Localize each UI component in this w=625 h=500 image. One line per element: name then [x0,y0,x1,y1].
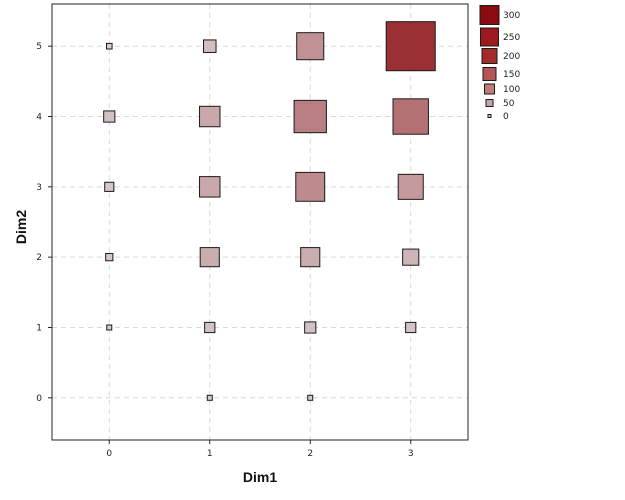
data-square [402,248,420,266]
data-square [106,324,113,331]
data-square [397,173,424,200]
data-square [385,21,436,72]
x-axis-title: Dim1 [243,469,277,485]
data-square [296,32,325,61]
legend-swatch [480,27,499,47]
x-tick-label: 3 [408,449,414,459]
x-tick-label: 0 [106,449,112,459]
data-square [405,321,417,334]
y-axis-ticks: 0 1 2 3 4 5 [36,42,52,404]
legend-label: 0 [503,112,509,122]
data-square [105,253,114,262]
y-tick-label: 2 [36,253,42,263]
y-tick-label: 5 [36,42,42,52]
legend-swatch [482,67,497,81]
y-axis-title: Dim2 [13,210,29,244]
x-axis-ticks: 0 1 2 3 [106,440,414,459]
y-tick-label: 1 [36,323,42,333]
y-tick-label: 0 [36,394,42,404]
legend-label: 250 [503,33,520,43]
legend-swatch [485,99,494,107]
y-tick-label: 3 [36,183,42,193]
data-square [307,394,314,401]
legend-label: 150 [503,70,520,80]
data-square [392,98,429,135]
data-square [202,39,217,53]
legend: 300 250 200 150 100 50 0 [479,5,520,122]
data-square [300,247,321,268]
x-tick-label: 2 [307,449,313,459]
data-square [204,321,216,334]
legend-label: 50 [503,99,515,109]
plot-area-frame [51,3,469,441]
data-square [304,321,317,334]
legend-label: 200 [503,52,520,62]
data-square [199,176,221,198]
data-squares [103,21,436,401]
data-square [206,394,213,401]
legend-swatch [481,48,498,64]
data-square [105,42,113,50]
legend-swatch [484,83,495,95]
x-tick-label: 1 [207,449,213,459]
legend-label: 100 [503,85,520,95]
data-square [103,110,116,123]
data-square [293,99,327,134]
y-tick-label: 4 [36,113,42,123]
legend-swatch [479,5,500,25]
data-square [295,171,326,202]
legend-label: 300 [503,11,520,21]
data-square [104,181,115,192]
legend-swatch [487,114,492,118]
data-square [199,247,220,268]
data-square [199,105,221,128]
